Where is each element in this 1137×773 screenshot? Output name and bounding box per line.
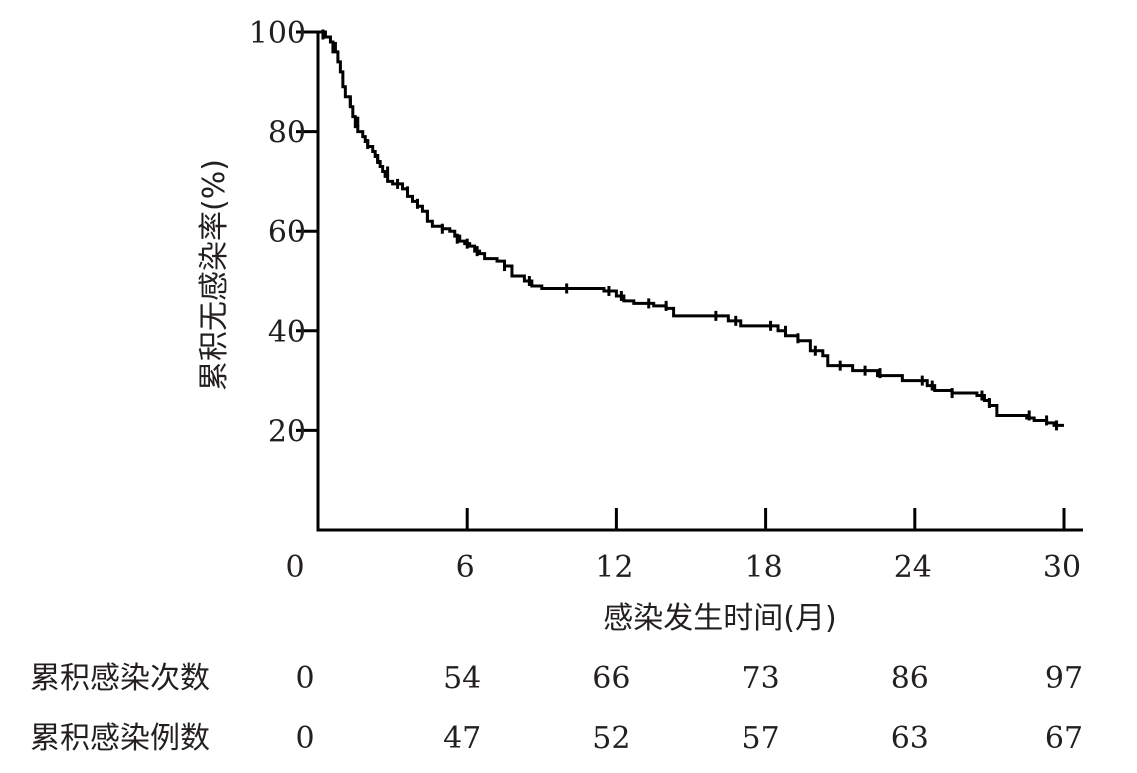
- risk-table-value: 66: [592, 661, 630, 696]
- risk-table-value: 86: [891, 661, 929, 696]
- y-tick-label: 40: [268, 315, 306, 350]
- risk-table: 累积感染次数 0 54 66 73 86 97 累积感染例数 0 47 52 57 63 67: [30, 661, 1083, 756]
- risk-table-value: 73: [742, 661, 780, 696]
- y-tick-label: 100: [249, 16, 306, 51]
- risk-table-row-label: 累积感染次数: [30, 661, 210, 696]
- x-tick-label: 0: [285, 550, 304, 585]
- risk-table-value: 47: [443, 721, 481, 756]
- x-tick-label: 6: [456, 550, 475, 585]
- x-axis-title: 感染发生时间(月): [603, 601, 836, 636]
- y-tick-label: 80: [268, 116, 306, 151]
- risk-table-value: 52: [592, 721, 630, 756]
- risk-table-value: 54: [443, 661, 481, 696]
- x-ticks: 0 6 12 18 24 30: [285, 508, 1081, 585]
- risk-table-value: 0: [295, 721, 314, 756]
- censor-marks: [321, 29, 1059, 431]
- y-tick-label: 60: [268, 215, 306, 250]
- y-ticks: 20 40 60 80 100: [249, 16, 318, 449]
- risk-table-value: 67: [1045, 721, 1083, 756]
- y-axis-title: 累积无感染率(%): [197, 159, 232, 391]
- x-tick-label: 12: [595, 550, 633, 585]
- axes: [316, 32, 1083, 532]
- survival-step-line: [318, 30, 1064, 427]
- risk-table-value: 63: [891, 721, 929, 756]
- y-tick-label: 20: [268, 414, 306, 449]
- x-tick-label: 24: [894, 550, 932, 585]
- risk-table-value: 97: [1045, 661, 1083, 696]
- x-tick-label: 30: [1043, 550, 1081, 585]
- x-tick-label: 18: [745, 550, 783, 585]
- risk-table-row-label: 累积感染例数: [30, 721, 210, 756]
- risk-table-value: 0: [295, 661, 314, 696]
- risk-table-value: 57: [742, 721, 780, 756]
